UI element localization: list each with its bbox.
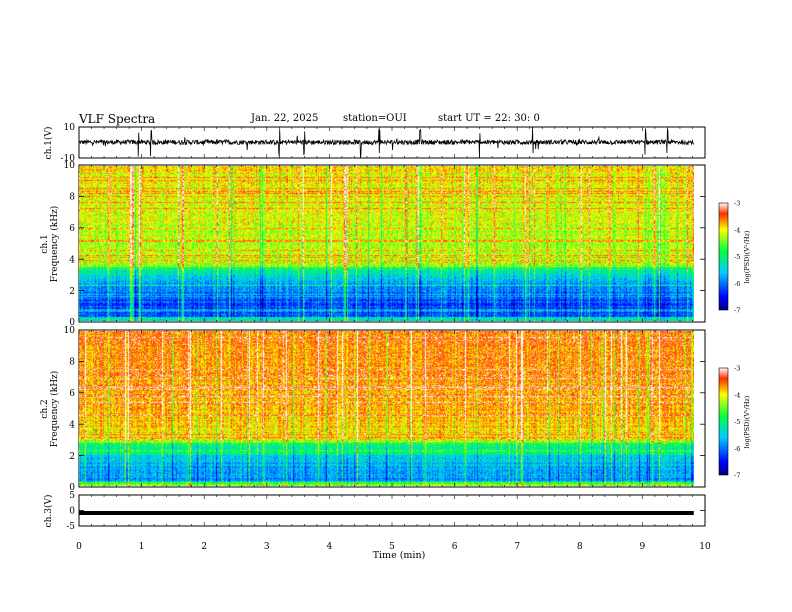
x-tick-label: 7 [514,542,520,552]
x-tick-label: 1 [139,542,145,552]
chart-title: VLF Spectra [79,112,156,126]
ch1-waveform-line [78,127,695,158]
colorbar1-tick-label: -4 [734,226,740,234]
date-label: Jan. 22, 2025 [251,113,319,124]
x-tick-label: 4 [327,542,333,552]
panel2-ytick-label: 0 [69,318,75,328]
ch3-waveform-frame [78,494,706,527]
start-time-label: start UT = 22: 30: 0 [438,113,540,124]
ch3-waveform-ylabel: ch.3(V) [43,495,54,528]
panel4-ytick-label: 0 [69,507,75,517]
panel2-ytick-label: 8 [69,193,75,203]
x-tick-label: 9 [640,542,646,552]
panel3-ytick-label: 10 [64,326,76,336]
panel2-ytick-label: 6 [69,224,75,234]
colorbar2-tick-label: -6 [734,445,740,453]
panel2-ytick-label: 2 [69,287,75,297]
ch1-colorbar-label: log(PSD)(V²/Hz) [743,230,751,283]
panel3-ytick-label: 2 [69,452,75,462]
ch2-spectrogram-image [79,331,694,486]
colorbar1-tick-label: -6 [734,280,740,288]
station-label: station=OUI [343,113,407,124]
ch1-colorbar [718,202,729,311]
x-tick-label: 10 [699,542,711,552]
ch2-spectrogram-ylabel-line2: Frequency (kHz) [49,371,60,448]
ch2-colorbar [718,367,729,476]
ch2-spectrogram-ylabel-line1: ch.2 [40,399,50,418]
colorbar2-tick-label: -3 [734,365,740,373]
ch1-waveform-ylabel: ch.1(V) [43,127,54,160]
colorbar1-tick-label: -3 [734,200,740,208]
panel3-ytick-label: 8 [69,358,75,368]
panel3-ytick-label: 4 [69,420,75,430]
x-tick-label: 3 [264,542,270,552]
colorbar1-tick-label: -5 [734,253,740,261]
ch1-spectrogram-ylabel-line1: ch.1 [40,234,50,253]
colorbar2-tick-label: -7 [734,472,740,480]
panel4-ytick-label: -5 [66,522,75,532]
ch2-colorbar-label: log(PSD)(V²/Hz) [743,395,751,448]
panel1-ytick-label: -10 [61,154,76,164]
panel4-ytick-label: 5 [69,491,75,501]
colorbar2-tick-label: -4 [734,391,740,399]
ch1-spectrogram-image [79,166,694,321]
x-tick-label: 8 [577,542,583,552]
x-tick-label: 5 [389,542,395,552]
panel3-ytick-label: 6 [69,389,75,399]
colorbar2-tick-label: -5 [734,418,740,426]
x-axis-label: Time (min) [373,550,426,561]
x-tick-label: 6 [452,542,458,552]
ch1-spectrogram-ylabel-line2: Frequency (kHz) [49,206,60,283]
colorbar1-tick-label: -7 [734,307,740,315]
panel2-ytick-label: 4 [69,255,75,265]
panel3-ytick-label: 0 [69,483,75,493]
x-tick-label: 0 [76,542,82,552]
panel2-ytick-label: 10 [64,161,76,171]
x-tick-label: 2 [201,542,207,552]
panel1-ytick-label: 10 [64,123,76,133]
